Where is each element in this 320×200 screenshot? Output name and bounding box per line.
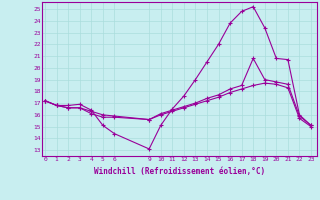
X-axis label: Windchill (Refroidissement éolien,°C): Windchill (Refroidissement éolien,°C) <box>94 167 265 176</box>
